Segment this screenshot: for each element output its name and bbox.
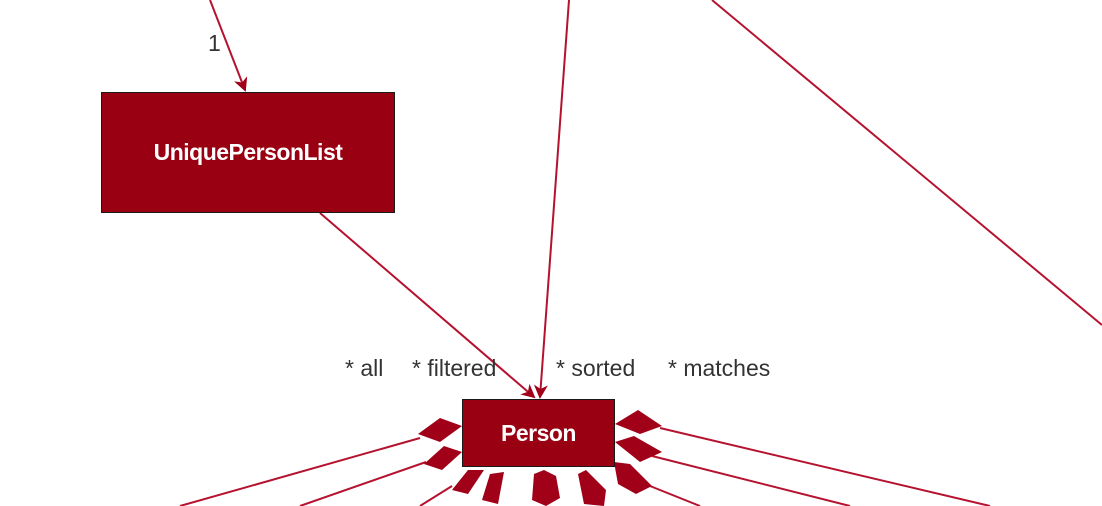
multiplicity-matches: * matches bbox=[668, 355, 771, 381]
edge-comp-right-1 bbox=[659, 427, 991, 506]
edge-top-to-person bbox=[533, 0, 570, 399]
multiplicity-sorted: * sorted bbox=[556, 355, 636, 381]
composition-diamond bbox=[482, 472, 504, 504]
multiplicity-filtered: * filtered bbox=[412, 355, 497, 381]
composition-diamond bbox=[532, 470, 560, 506]
edge-comp-left-3 bbox=[419, 485, 453, 506]
composition-diamond bbox=[615, 410, 662, 434]
composition-diamond bbox=[615, 436, 662, 462]
composition-diamond bbox=[578, 470, 606, 506]
multiplicity-all: * all bbox=[345, 355, 384, 381]
class-person: Person bbox=[462, 399, 615, 467]
composition-diamond bbox=[614, 462, 652, 494]
edge-right-diagonal bbox=[711, 0, 1102, 326]
edge-comp-right-2 bbox=[651, 455, 851, 506]
edge-upl-to-person bbox=[319, 212, 536, 399]
class-unique-person-list: UniquePersonList bbox=[101, 92, 395, 213]
class-name: UniquePersonList bbox=[153, 139, 343, 165]
edge-comp-left-1 bbox=[179, 437, 421, 506]
edge-comp-left-2 bbox=[299, 461, 427, 506]
composition-diamond bbox=[452, 470, 484, 494]
multiplicity-one: 1 bbox=[208, 30, 221, 56]
composition-diamond bbox=[418, 418, 462, 442]
composition-diamond bbox=[424, 446, 462, 470]
edge-to-unique-person-list bbox=[209, 0, 248, 92]
class-name: Person bbox=[501, 419, 576, 446]
